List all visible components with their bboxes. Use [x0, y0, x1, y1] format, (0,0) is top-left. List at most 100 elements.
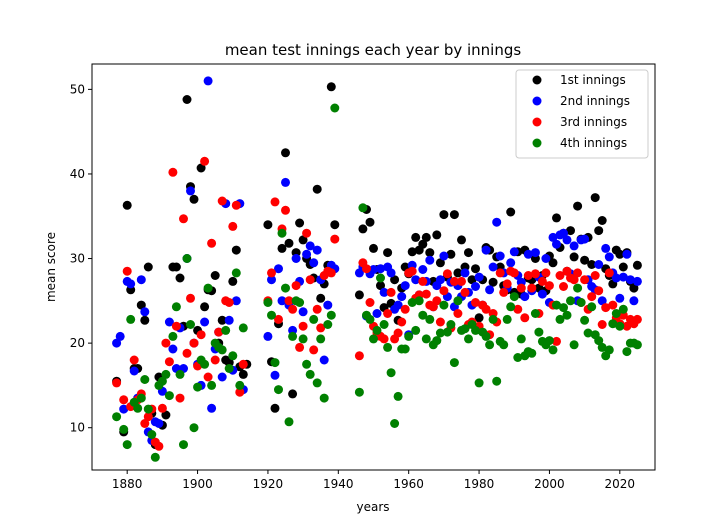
- data-point: [383, 248, 393, 258]
- data-point: [231, 268, 241, 278]
- data-point: [295, 342, 305, 352]
- data-point: [316, 293, 326, 303]
- data-point: [316, 323, 326, 333]
- data-point: [513, 353, 523, 362]
- data-point: [495, 268, 505, 278]
- data-point: [629, 296, 639, 306]
- data-point: [171, 321, 181, 331]
- data-point: [407, 266, 417, 276]
- data-point: [281, 205, 290, 215]
- data-point: [569, 252, 579, 262]
- data-point: [559, 303, 568, 313]
- data-point: [231, 296, 241, 306]
- data-point: [509, 247, 519, 257]
- data-point: [182, 254, 192, 263]
- data-point: [453, 309, 463, 318]
- data-point: [168, 344, 178, 354]
- data-point: [238, 359, 248, 369]
- data-point: [601, 243, 611, 253]
- data-point: [601, 303, 611, 313]
- legend-label: 1st innings: [560, 73, 626, 87]
- legend: 1st innings 2nd innings 3rd innings 4th inn…: [515, 69, 649, 159]
- data-point: [492, 376, 502, 386]
- data-point: [323, 300, 333, 310]
- data-point: [516, 334, 526, 344]
- legend-box: [515, 69, 649, 159]
- data-point: [207, 380, 217, 390]
- data-point: [263, 298, 273, 307]
- plot-area: 1880 1900 1920 1940 1960 1980 2000 2020 10 20 30 4…: [70, 63, 656, 491]
- data-point: [281, 148, 290, 158]
- data-point: [277, 296, 287, 306]
- data-point: [481, 245, 491, 255]
- data-point: [312, 378, 322, 388]
- data-point: [379, 334, 389, 344]
- data-point: [157, 403, 167, 413]
- data-point: [221, 325, 231, 335]
- data-point: [471, 282, 480, 291]
- data-point: [112, 338, 122, 348]
- data-point: [305, 369, 315, 379]
- data-point: [238, 369, 248, 379]
- data-point: [161, 369, 171, 379]
- data-point: [277, 243, 287, 253]
- data-point: [471, 264, 480, 274]
- x-tick-label: 1980: [464, 477, 495, 491]
- data-point: [566, 296, 575, 306]
- data-point: [407, 298, 417, 307]
- data-point: [263, 220, 273, 230]
- data-point: [129, 355, 139, 365]
- data-point: [506, 207, 516, 217]
- data-point: [594, 260, 604, 269]
- data-point: [316, 334, 326, 344]
- data-point: [284, 296, 294, 306]
- data-point: [488, 277, 498, 287]
- data-point: [136, 275, 146, 285]
- data-point: [407, 247, 417, 257]
- data-point: [312, 245, 322, 255]
- data-point: [161, 410, 171, 420]
- data-point: [432, 296, 442, 306]
- data-point: [291, 254, 301, 263]
- data-point: [457, 276, 466, 286]
- data-point: [119, 404, 129, 414]
- data-point: [330, 220, 340, 230]
- data-point: [203, 283, 213, 293]
- data-point: [119, 395, 129, 405]
- data-point: [309, 258, 319, 268]
- data-point: [235, 380, 245, 390]
- data-point: [365, 314, 375, 324]
- chart-title: mean test innings each year by innings: [225, 41, 522, 59]
- data-point: [499, 287, 509, 297]
- data-point: [555, 314, 565, 324]
- data-point: [597, 320, 607, 329]
- data-point: [379, 320, 389, 329]
- data-point: [228, 276, 238, 286]
- data-point: [295, 298, 305, 307]
- data-point: [295, 218, 305, 228]
- data-point: [548, 232, 558, 242]
- data-point: [323, 320, 333, 329]
- data-point: [143, 262, 153, 272]
- data-point: [552, 336, 561, 346]
- data-point: [541, 268, 551, 278]
- data-point: [189, 338, 199, 348]
- data-point: [587, 302, 597, 312]
- data-point: [207, 238, 217, 248]
- data-point: [608, 300, 618, 310]
- data-point: [615, 249, 625, 259]
- data-point: [618, 304, 628, 314]
- data-point: [629, 283, 639, 293]
- data-point: [580, 255, 590, 265]
- y-tick-label: 50: [70, 82, 85, 96]
- y-axis: 10 20 30 40 50: [70, 82, 92, 435]
- data-point: [492, 217, 502, 227]
- data-point: [471, 325, 480, 335]
- data-point: [573, 283, 583, 293]
- data-point: [393, 391, 403, 401]
- data-point: [435, 328, 445, 338]
- data-point: [597, 296, 607, 306]
- data-point: [270, 197, 280, 207]
- data-point: [224, 298, 234, 307]
